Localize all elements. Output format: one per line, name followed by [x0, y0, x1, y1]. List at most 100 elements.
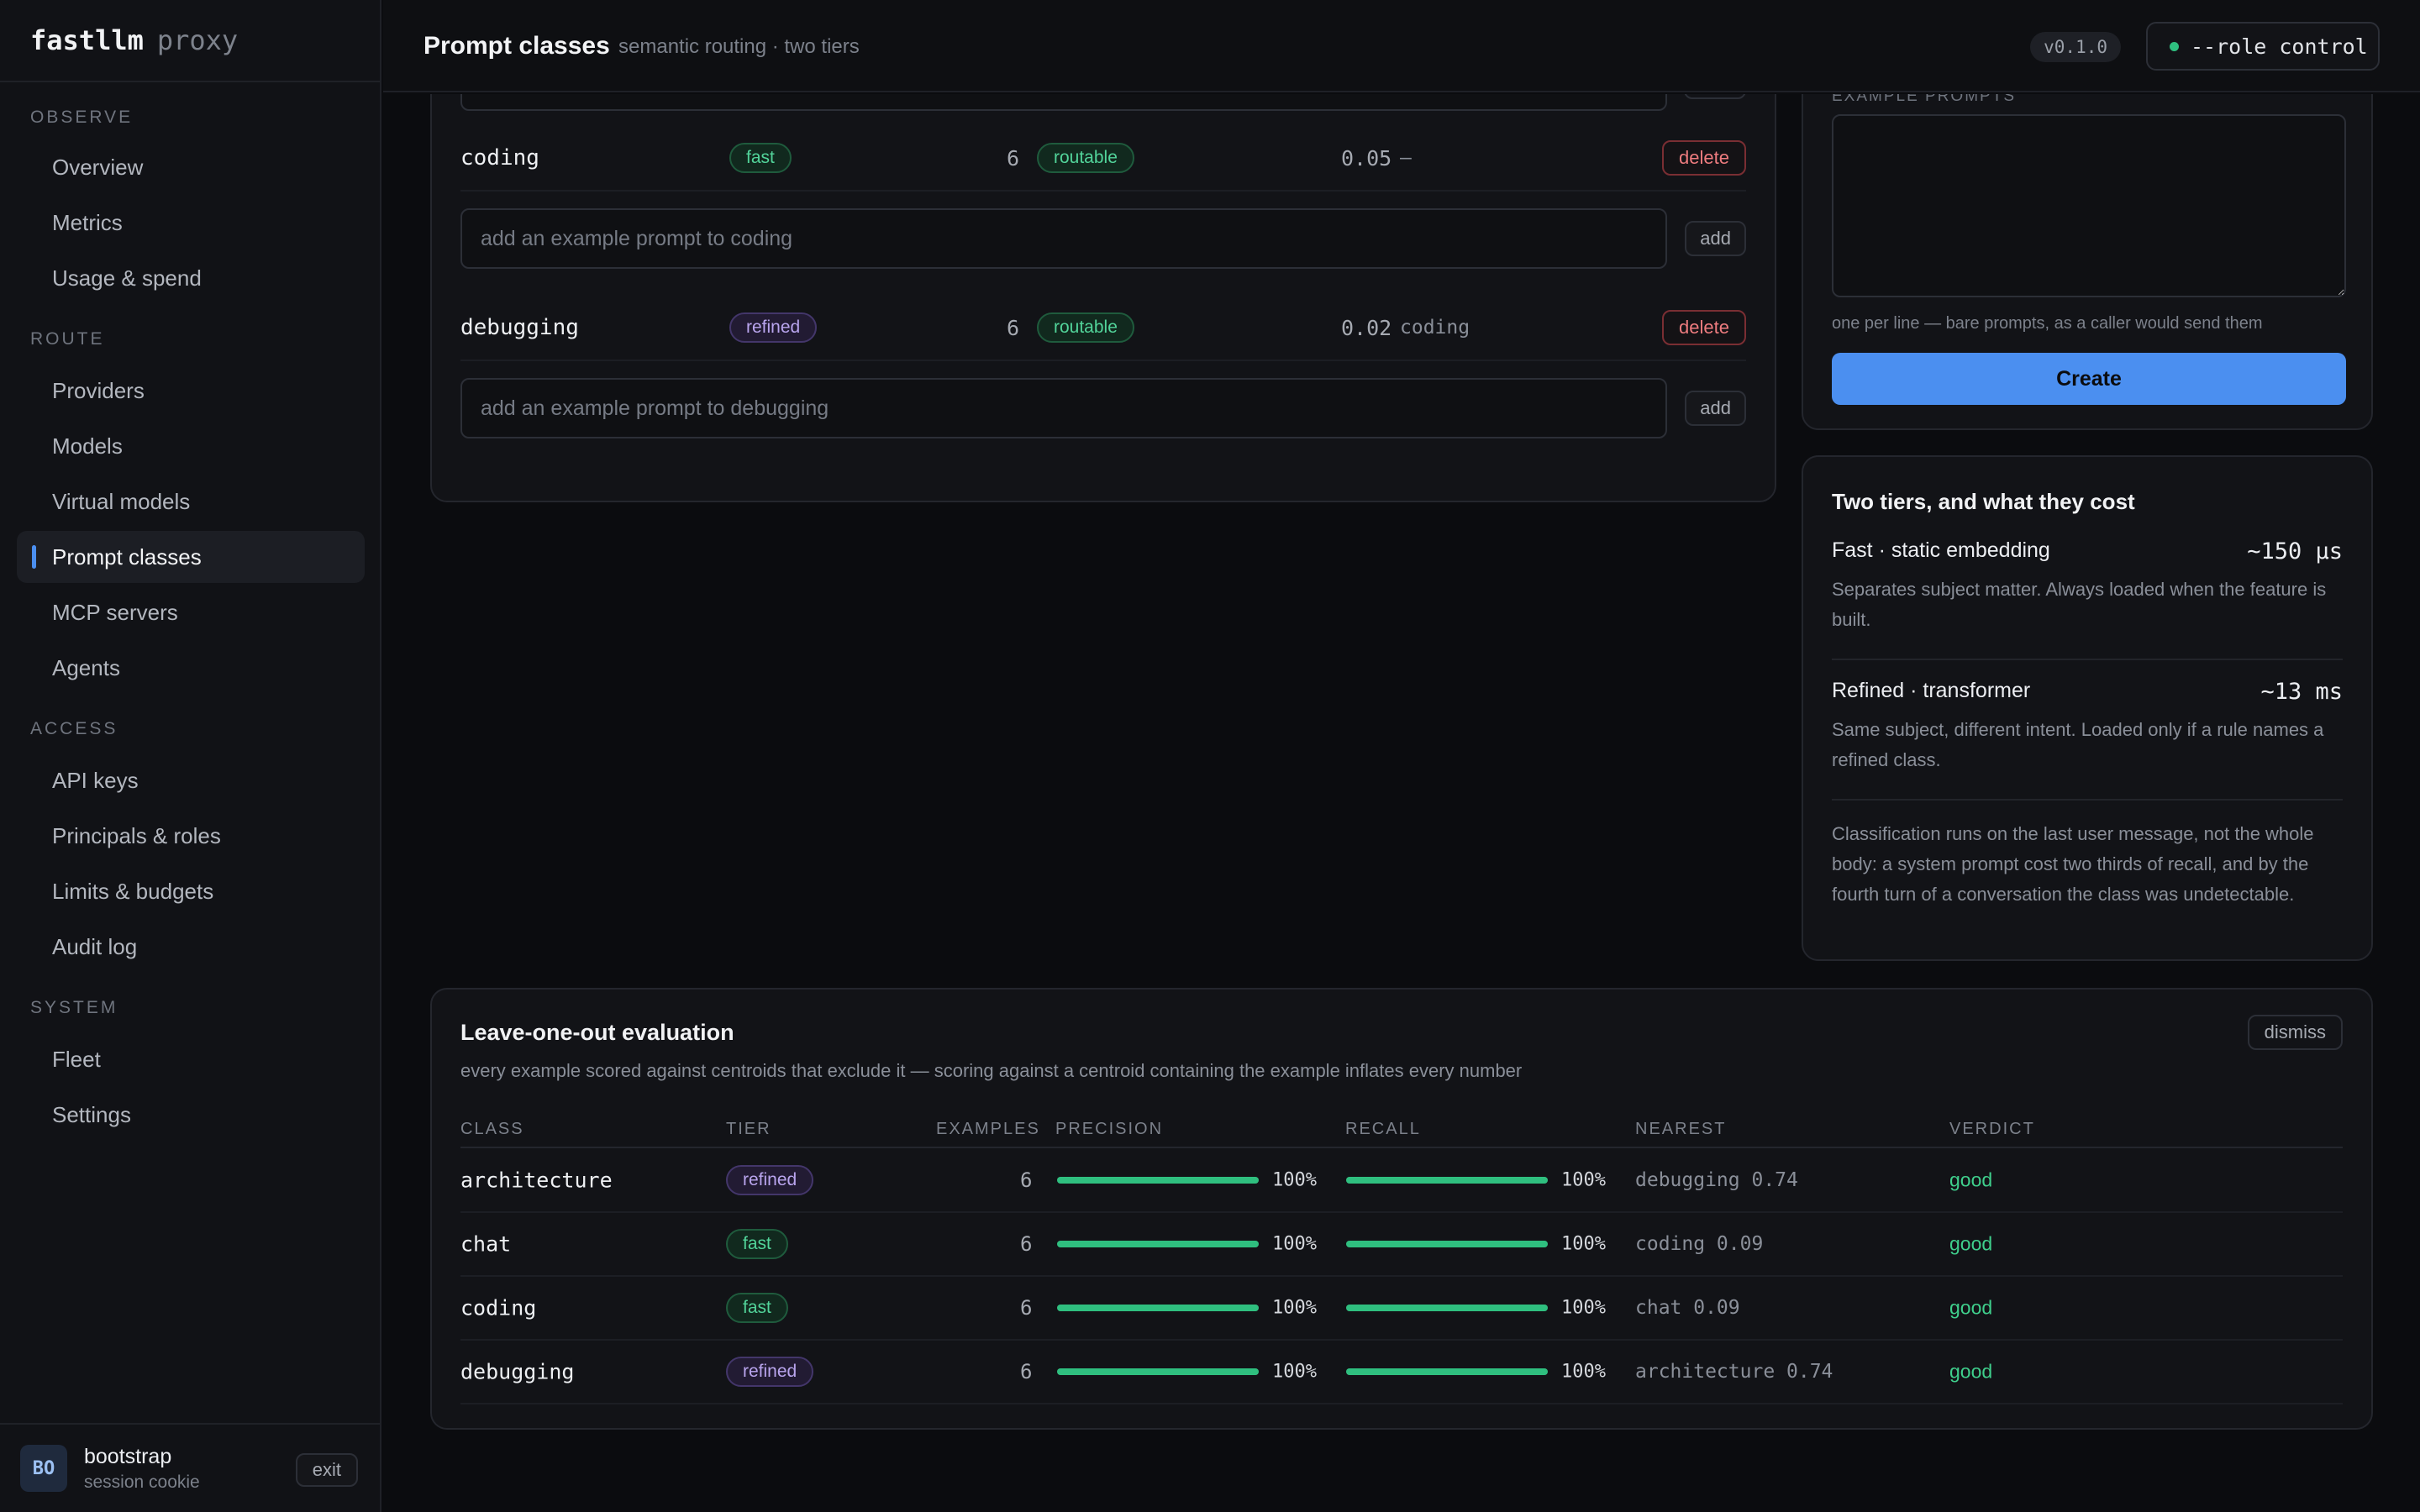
sidebar-item-prompt-classes[interactable]: Prompt classes [17, 531, 365, 583]
class-row: debugging refined 6 routable 0.02 coding… [460, 296, 1746, 361]
sidebar-item-fleet[interactable]: Fleet [52, 1046, 101, 1072]
recall-bar-fill [1346, 1241, 1548, 1247]
table-row: debugging refined 6 100% 100% architectu… [460, 1341, 2343, 1404]
example-count: 6 [1007, 145, 1020, 171]
user-name: bootstrap [84, 1444, 172, 1468]
sidebar-item-principals-roles[interactable]: Principals & roles [52, 822, 221, 848]
sidebar-item-usage-spend[interactable]: Usage & spend [52, 265, 202, 291]
eval-examples: 6 [1020, 1296, 1033, 1320]
verdict-status: good [1949, 1232, 1993, 1255]
evaluation-subtitle: every example scored against centroids t… [460, 1060, 1523, 1081]
brand-suffix: proxy [156, 24, 239, 56]
eval-nearest: architecture 0.74 [1635, 1361, 1833, 1383]
example-prompt-input[interactable] [460, 208, 1667, 269]
evaluation-card: Leave-one-out evaluation dismiss every e… [430, 988, 2373, 1430]
tier-name: Refined · transformer [1832, 679, 2031, 702]
class-list-card: coding fast 6 routable 0.05 – delete add… [430, 94, 1776, 502]
example-input-previous[interactable] [460, 94, 1667, 111]
version-badge: v0.1.0 [2030, 32, 2121, 62]
eval-examples: 6 [1020, 1232, 1033, 1256]
tier-description: Separates subject matter. Always loaded … [1832, 579, 2327, 630]
sidebar-item-metrics[interactable]: Metrics [52, 209, 123, 235]
precision-bar [1057, 1177, 1259, 1184]
sidebar: fastllm proxy OBSERVE Overview Metrics U… [0, 0, 381, 1512]
example-prompt-input[interactable] [460, 378, 1667, 438]
nav-section-observe: OBSERVE [30, 108, 134, 127]
verdict-status: good [1949, 1296, 1993, 1319]
create-button[interactable]: Create [1832, 353, 2346, 405]
divider [1832, 799, 2343, 801]
tier-refined: Refined · transformer ~13 ms Same subjec… [1832, 679, 2343, 775]
tiers-info-card: Two tiers, and what they cost Fast · sta… [1802, 455, 2373, 961]
exit-button[interactable]: exit [295, 1453, 358, 1487]
recall-bar [1346, 1241, 1548, 1247]
recall-value: 100% [1561, 1169, 1606, 1191]
sidebar-item-settings[interactable]: Settings [52, 1101, 131, 1127]
recall-bar [1346, 1368, 1548, 1375]
sidebar-item-models[interactable]: Models [52, 433, 123, 459]
nav-section-access: ACCESS [30, 719, 118, 738]
page-subtitle: semantic routing · two tiers [618, 35, 860, 58]
page-title: Prompt classes [424, 32, 610, 60]
sidebar-item-virtual-models[interactable]: Virtual models [52, 488, 191, 514]
recall-bar [1346, 1177, 1548, 1184]
verdict-status: good [1949, 1168, 1993, 1191]
class-row: coding fast 6 routable 0.05 – delete [460, 126, 1746, 192]
precision-bar-fill [1057, 1177, 1259, 1184]
sidebar-item-agents[interactable]: Agents [52, 654, 120, 680]
precision-bar-fill [1057, 1241, 1259, 1247]
example-count: 6 [1007, 315, 1020, 340]
brand-logo[interactable]: fastllm proxy [0, 0, 380, 82]
add-example-button[interactable]: add [1685, 221, 1746, 256]
tier-badge: fast [726, 1293, 788, 1323]
tier-badge: refined [726, 1357, 814, 1387]
recall-value: 100% [1561, 1297, 1606, 1319]
recall-value: 100% [1561, 1361, 1606, 1383]
recall-bar [1346, 1305, 1548, 1311]
delete-button[interactable]: delete [1662, 310, 1746, 345]
dismiss-button[interactable]: dismiss [2247, 1015, 2343, 1050]
tier-badge: fast [726, 1229, 788, 1259]
sidebar-item-limits-budgets[interactable]: Limits & budgets [52, 878, 214, 904]
user-session-type: session cookie [84, 1472, 200, 1492]
table-row: architecture refined 6 100% 100% debuggi… [460, 1149, 2343, 1213]
tier-description: Same subject, different intent. Loaded o… [1832, 719, 2324, 770]
sidebar-item-audit-log[interactable]: Audit log [52, 933, 138, 959]
main-content: coding fast 6 routable 0.05 – delete add… [383, 94, 2420, 1512]
precision-bar [1057, 1368, 1259, 1375]
class-name: debugging [460, 315, 579, 340]
eval-examples: 6 [1020, 1360, 1033, 1383]
eval-nearest: debugging 0.74 [1635, 1169, 1798, 1191]
role-selector-button[interactable]: --role control [2146, 22, 2380, 71]
classification-note: Classification runs on the last user mes… [1832, 823, 2314, 905]
table-row: chat fast 6 100% 100% coding 0.09 good [460, 1213, 2343, 1277]
recall-bar-fill [1346, 1368, 1548, 1375]
nav-section-route: ROUTE [30, 329, 105, 349]
recall-bar-fill [1346, 1177, 1548, 1184]
status-badge: routable [1037, 143, 1134, 173]
class-nearest: coding [1400, 317, 1470, 339]
tier-name: Fast · static embedding [1832, 538, 2050, 562]
sidebar-item-providers[interactable]: Providers [52, 377, 145, 403]
delete-button[interactable]: delete [1662, 140, 1746, 176]
precision-bar-fill [1057, 1305, 1259, 1311]
tiers-title: Two tiers, and what they cost [1832, 489, 2135, 514]
column-header-nearest: NEAREST [1635, 1120, 1727, 1138]
precision-value: 100% [1272, 1169, 1317, 1191]
recall-value: 100% [1561, 1233, 1606, 1255]
add-example-button[interactable]: add [1685, 391, 1746, 426]
eval-class: debugging [460, 1359, 575, 1384]
sidebar-item-mcp-servers[interactable]: MCP servers [52, 599, 178, 625]
tier-badge: refined [726, 1165, 814, 1195]
evaluation-title: Leave-one-out evaluation [460, 1020, 734, 1045]
eval-nearest: coding 0.09 [1635, 1233, 1764, 1255]
avatar: BO [20, 1445, 67, 1492]
column-header-tier: TIER [726, 1120, 771, 1138]
column-header-recall: RECALL [1345, 1120, 1421, 1138]
column-header-precision: PRECISION [1055, 1120, 1164, 1138]
add-button-previous[interactable] [1684, 94, 1746, 99]
precision-value: 100% [1272, 1297, 1317, 1319]
sidebar-item-overview[interactable]: Overview [52, 154, 144, 180]
example-prompts-textarea[interactable] [1832, 114, 2346, 297]
sidebar-item-api-keys[interactable]: API keys [52, 767, 139, 793]
